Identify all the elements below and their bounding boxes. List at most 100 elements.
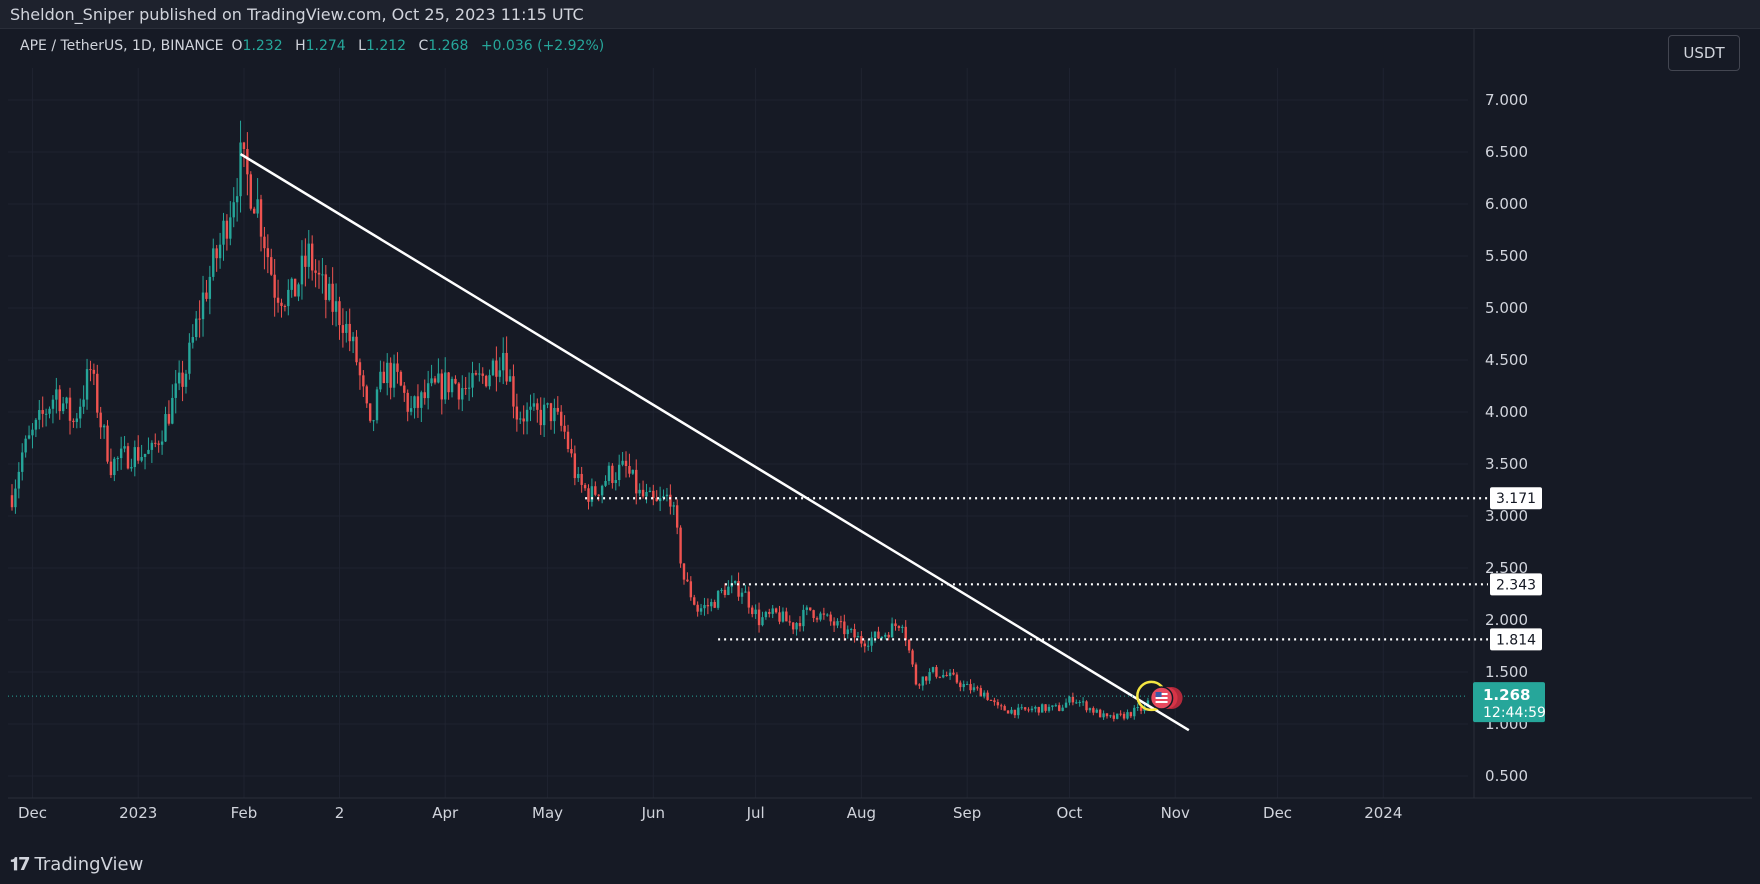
brand-label: TradingView [34,854,144,875]
horizontal-levels[interactable]: 3.171 2.343 1.814 [585,487,1542,651]
candle-body [788,621,791,623]
candle-body [188,342,191,374]
candle-body [689,581,693,598]
candle-body [665,494,669,497]
price-tag-value: 1.268 [1483,686,1530,704]
candle-body [703,605,706,609]
currency-button[interactable]: USDT [1668,35,1740,71]
candle-body [914,664,918,685]
candle-body [809,607,812,611]
candle-body [546,403,549,405]
candle-body [208,276,212,299]
candle-body [362,375,365,387]
candle-body [781,611,785,622]
candle-body [628,465,631,474]
candle-body [993,700,996,703]
trendline-group[interactable] [239,153,1190,732]
candle-body [167,414,171,424]
flag-stripe [1155,697,1168,699]
candle-body [621,460,624,465]
candle-body [774,608,778,613]
candle-body [631,469,635,474]
candle-body [1044,704,1047,711]
candle-body [437,373,440,383]
candle-body [590,486,594,502]
candle-body [341,325,345,333]
x-tick-label: Jul [746,804,765,822]
y-tick-label: 7.000 [1485,91,1528,109]
x-tick-label: 2 [335,804,345,822]
candle-body [457,383,461,400]
y-tick-label: 2.500 [1485,559,1528,577]
candle-body [863,643,866,647]
candle-body [137,447,140,461]
candle-body [1112,715,1116,719]
candle-body [757,609,761,626]
candle-body [515,406,519,420]
candle-body [355,336,358,363]
candle-body [263,236,266,249]
candle-body [645,491,648,497]
candle-body [737,580,740,597]
candle-body [638,489,641,494]
candle-body [624,460,628,466]
grid [8,28,1752,799]
candle-body [430,378,433,384]
candle-body [996,702,1000,706]
x-tick-label: Dec [1263,804,1292,822]
candle-body [836,621,839,626]
candle-body [648,490,652,492]
candlestick-chart[interactable]: Dec 2023 Feb 2 Apr May Jun Jul Aug Sep Oct Nov Dec 20… [8,28,1752,838]
candle-body [205,292,208,299]
candle-body [464,388,467,390]
candle-body [1027,709,1030,711]
candle-body [75,418,79,422]
candle-body [771,608,774,614]
candle-body [710,602,713,607]
candle-body [897,626,901,628]
x-axis: Dec 2023 Feb 2 Apr May Jun Jul Aug Sep Oct Nov Dec 20… [18,804,1402,822]
level-tag-label: 1.814 [1496,632,1536,648]
footer: 𝟏7 TradingView [0,842,1760,884]
candle-body [420,392,423,408]
candle-body [699,608,703,612]
candle-body [256,199,259,214]
candle-body [171,397,174,424]
candle-body [1064,702,1068,708]
candle-body [130,467,133,469]
y-tick-label: 4.500 [1485,351,1528,369]
candle-body [1020,707,1023,709]
candle-body [345,323,348,333]
candle-body [948,672,952,676]
candle-body [969,684,972,691]
candle-body [85,369,89,400]
candle-body [454,378,457,384]
candle-body [849,629,853,631]
candle-body [614,480,617,484]
y-tick-label: 4.000 [1485,403,1528,421]
candle-body [1054,705,1058,707]
candle-body [1003,706,1006,711]
candle-body [982,692,986,697]
candle-body [406,392,409,412]
candle-body [467,387,471,389]
y-tick-label: 3.500 [1485,455,1528,473]
candle-body [679,527,682,564]
candle-body [952,672,955,675]
candle-body [21,452,24,472]
candle-body [447,372,450,393]
candle-body [246,149,249,175]
candle-body [287,289,290,307]
candle-body [314,270,317,273]
x-tick-label: 2024 [1364,804,1402,822]
candle-body [1136,706,1139,708]
candle-body [911,650,914,665]
x-tick-label: Nov [1161,804,1190,822]
candle-body [310,243,314,271]
y-axis: 7.000 6.500 6.000 5.500 5.000 4.500 4.000 3.500… [1485,91,1528,785]
x-tick-label: Sep [953,804,981,822]
candle-body [583,484,587,489]
candle-body [249,174,252,209]
chart-area[interactable]: Dec 2023 Feb 2 Apr May Jun Jul Aug Sep Oct Nov Dec 20… [8,28,1752,838]
candle-body [536,403,539,410]
